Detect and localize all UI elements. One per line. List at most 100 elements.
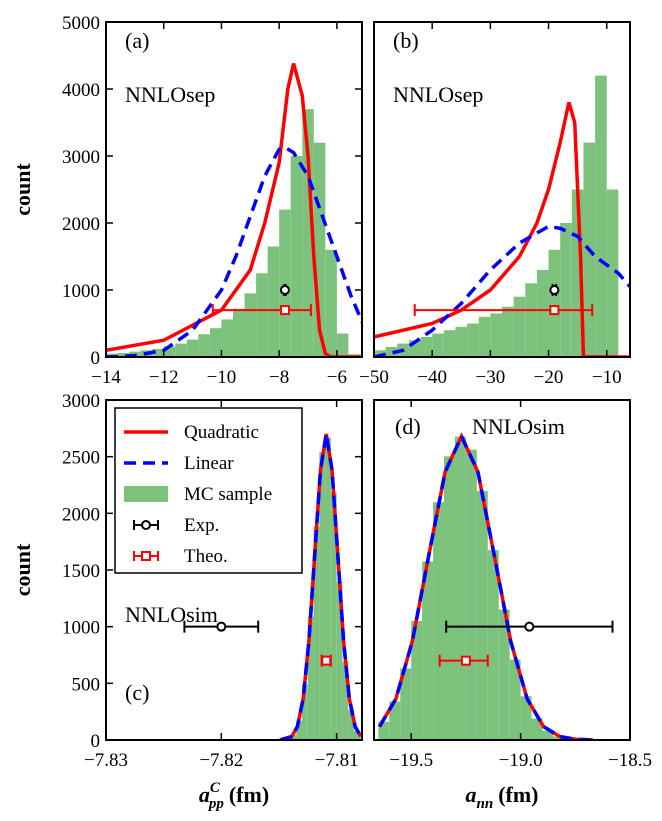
x-tick-label: −40 bbox=[417, 367, 447, 388]
hist-bar bbox=[444, 456, 455, 740]
hist-bar bbox=[479, 317, 491, 357]
panel-label: (d) bbox=[395, 414, 421, 439]
x-label-sub: nn bbox=[477, 796, 494, 812]
x-tick-label: −10 bbox=[592, 367, 622, 388]
hist-bar bbox=[455, 327, 467, 357]
legend-swatch bbox=[142, 552, 150, 560]
y-tick-label: 3000 bbox=[62, 391, 100, 412]
point bbox=[281, 306, 289, 314]
hist-bar bbox=[268, 246, 280, 357]
y-tick-label: 4000 bbox=[62, 80, 100, 101]
panel-label: (c) bbox=[125, 680, 149, 705]
legend-label: Linear bbox=[184, 453, 234, 474]
hist-bar bbox=[291, 156, 303, 357]
point bbox=[281, 286, 289, 294]
y-tick-label: 0 bbox=[91, 348, 101, 369]
annotation: NNLOsim bbox=[472, 414, 565, 439]
y-tick-label: 2500 bbox=[62, 448, 100, 469]
hist-bar bbox=[175, 344, 187, 357]
hist-bar bbox=[325, 250, 337, 357]
x-label-unit: (fm) bbox=[229, 782, 269, 807]
x-tick-label: −7.82 bbox=[199, 750, 243, 771]
y-tick-label: 500 bbox=[72, 674, 101, 695]
x-tick-label: −14 bbox=[91, 367, 121, 388]
hist-bar bbox=[198, 334, 210, 357]
hist-bar bbox=[466, 450, 477, 740]
y-axis-label: count bbox=[10, 163, 35, 216]
hist-bar bbox=[337, 334, 349, 357]
hist-bar bbox=[256, 273, 268, 357]
hist-bar bbox=[444, 330, 456, 357]
annotation: NNLOsim bbox=[125, 602, 218, 627]
point bbox=[462, 657, 470, 665]
hist-bar bbox=[537, 270, 549, 357]
y-tick-label: 1000 bbox=[62, 618, 100, 639]
y-tick-label: 5000 bbox=[62, 13, 100, 34]
point bbox=[217, 623, 225, 631]
x-tick-label: −30 bbox=[476, 367, 506, 388]
hist-bar bbox=[245, 293, 257, 357]
point bbox=[550, 306, 558, 314]
hist-bar bbox=[560, 223, 572, 357]
y-tick-label: 3000 bbox=[62, 147, 100, 168]
hist-bar bbox=[549, 250, 561, 357]
hist-bar bbox=[502, 307, 514, 357]
x-tick-label: −6 bbox=[327, 367, 347, 388]
y-tick-label: 2000 bbox=[62, 504, 100, 525]
x-tick-label: −8 bbox=[269, 367, 289, 388]
plot-area bbox=[378, 436, 592, 740]
y-tick-label: 0 bbox=[91, 731, 101, 752]
hist-bar bbox=[421, 337, 433, 357]
legend-swatch bbox=[124, 486, 168, 502]
legend-swatch bbox=[142, 521, 150, 529]
hist-bar bbox=[221, 319, 233, 357]
plot-area bbox=[106, 64, 363, 357]
x-tick-label: −50 bbox=[359, 367, 389, 388]
panel-label: (a) bbox=[125, 28, 149, 53]
point bbox=[525, 623, 533, 631]
hist-bar bbox=[490, 313, 502, 357]
hist-bar bbox=[595, 76, 607, 357]
annotation: NNLOsep bbox=[125, 82, 215, 107]
point bbox=[322, 657, 330, 665]
x-axis-label: ann(fm) bbox=[466, 782, 539, 812]
legend-label: Theo. bbox=[184, 546, 228, 567]
hist-bar bbox=[279, 210, 291, 357]
x-tick-label: −20 bbox=[534, 367, 564, 388]
y-tick-label: 1000 bbox=[62, 281, 100, 302]
x-tick-label: −7.83 bbox=[84, 750, 128, 771]
x-tick-label: −18.5 bbox=[608, 750, 652, 771]
panel: −19.5 −19.0 −18.5 ann(fm) (d) NNLOsim bbox=[374, 400, 652, 812]
x-tick-label: −19.0 bbox=[499, 750, 543, 771]
panel: −14 −12 −10 −8 −6 0 1000 2000 3000 4000 5000 count (… bbox=[10, 13, 363, 388]
x-tick-label: −19.5 bbox=[389, 750, 433, 771]
hist-bar bbox=[467, 324, 479, 358]
hist-bar bbox=[233, 309, 245, 357]
x-tick-label: −7.81 bbox=[315, 750, 359, 771]
x-label-symbol: a bbox=[466, 782, 477, 807]
hist-bar bbox=[432, 334, 444, 357]
annotation: NNLOsep bbox=[393, 82, 483, 107]
legend-label: Quadratic bbox=[184, 422, 259, 443]
x-label-unit: (fm) bbox=[498, 782, 538, 807]
hist-bar bbox=[325, 437, 331, 740]
legend-label: Exp. bbox=[184, 515, 219, 536]
hist-bar bbox=[210, 328, 222, 357]
point bbox=[550, 286, 558, 294]
y-tick-label: 1500 bbox=[62, 561, 100, 582]
hist-bar bbox=[187, 340, 199, 357]
x-label-sup: C bbox=[210, 780, 221, 796]
hist-bar bbox=[525, 283, 537, 357]
panel: −50 −40 −30 −20 −10 (b) NNLOsep bbox=[359, 22, 630, 388]
x-tick-label: −10 bbox=[207, 367, 237, 388]
y-tick-label: 2000 bbox=[62, 214, 100, 235]
hist-bar bbox=[433, 502, 444, 740]
panel-label: (b) bbox=[393, 28, 419, 53]
hist-bar bbox=[477, 491, 488, 740]
x-tick-label: −12 bbox=[149, 367, 179, 388]
x-label-sub: pp bbox=[207, 796, 225, 812]
